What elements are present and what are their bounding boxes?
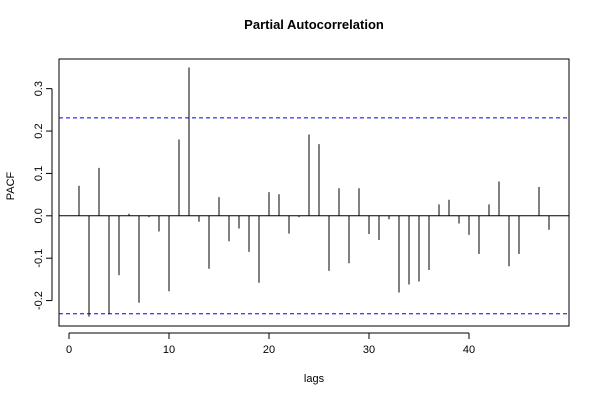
x-tick-label-40: 40 — [463, 344, 475, 356]
y-tick-label-1: -0.1 — [33, 249, 45, 268]
x-tick-label-20: 20 — [263, 344, 275, 356]
chart-title: Partial Autocorrelation — [244, 17, 384, 32]
y-tick-label-4: 0.2 — [33, 123, 45, 138]
x-tick-label-0: 0 — [66, 344, 72, 356]
y-axis-label: PACF — [5, 171, 17, 200]
x-tick-label-30: 30 — [363, 344, 375, 356]
x-axis-label: lags — [304, 373, 325, 385]
y-tick-label-5: 0.3 — [33, 81, 45, 96]
y-tick-label-0: -0.2 — [33, 291, 45, 310]
y-tick-label-3: 0.1 — [33, 166, 45, 181]
chart-marks: 0 10 20 30 40 -0.2 -0.1 0.0 0.1 0.2 0.3 — [33, 67, 569, 356]
x-tick-label-10: 10 — [163, 344, 175, 356]
plot-frame — [58, 58, 570, 327]
y-tick-label-2: 0.0 — [33, 208, 45, 223]
